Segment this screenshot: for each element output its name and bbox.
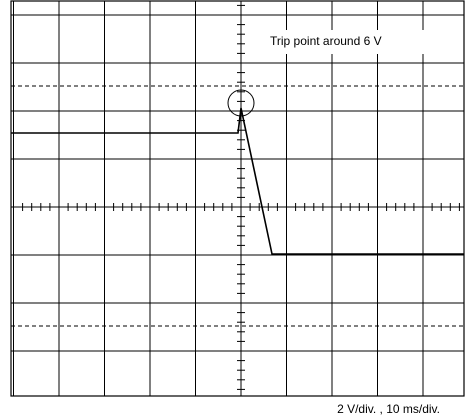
screen-border [10, 0, 465, 397]
graticule [11, 1, 464, 396]
trip-point-marker [227, 89, 255, 117]
signal-trace [11, 107, 464, 255]
annotation-background [262, 30, 432, 54]
scale-note: 2 V/div. , 10 ms/div. [337, 402, 440, 416]
annotation: Trip point around 6 V [270, 34, 382, 48]
